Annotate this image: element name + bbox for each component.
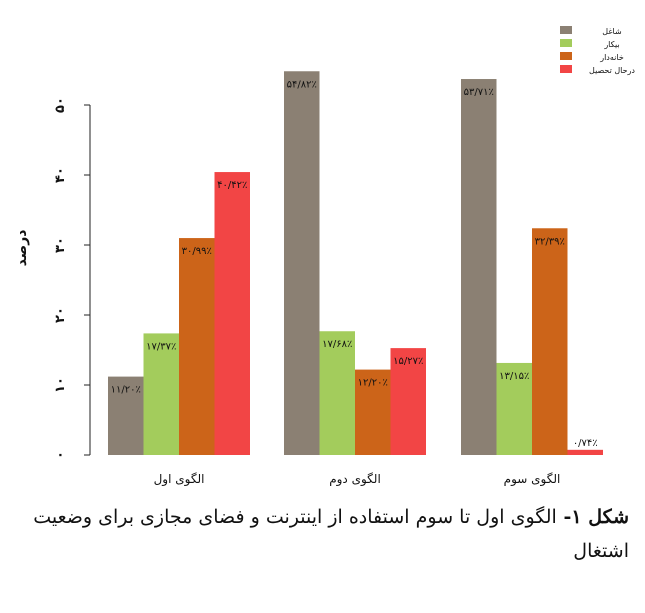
y-tick-label: ۰ xyxy=(53,451,68,459)
bar xyxy=(179,238,215,455)
bar xyxy=(355,369,391,455)
y-tick-label: ۵۰ xyxy=(53,97,68,113)
bar xyxy=(319,331,355,455)
legend-label: بیکار xyxy=(603,40,619,49)
bar xyxy=(567,449,603,455)
y-tick-label: ۱۰ xyxy=(53,377,68,393)
legend-swatch xyxy=(560,65,572,73)
y-axis-label: درصد xyxy=(14,230,30,267)
x-tick-label: الگوی دوم xyxy=(329,472,381,487)
legend-label: درحال تحصیل xyxy=(589,66,635,75)
bar-labels: ۱۱/۲۰٪ ۵۴/۸۲٪ ۵۳/۷۱٪ ۱۷/۳۷٪ ۱۷/۶۸٪ ۱۳/۱۵٪ ۳۰/۹… xyxy=(111,79,598,449)
bar-value-label: ۱۲/۲۰٪ xyxy=(358,378,388,389)
x-tick-labels: الگوی اول الگوی دوم الگوی سوم xyxy=(154,472,561,487)
bar-value-label: ۵۴/۸۲٪ xyxy=(287,79,317,90)
figure-caption: شکل ۱- الگوی اول تا سوم استفاده از اینتر… xyxy=(16,500,629,568)
x-tick-label: الگوی اول xyxy=(154,472,205,487)
bar xyxy=(390,348,426,455)
bar xyxy=(108,376,144,455)
bar xyxy=(461,79,497,455)
y-tick-label: ۴۰ xyxy=(53,167,68,183)
bar xyxy=(214,172,250,455)
bar-value-label: ۱۵/۲۷٪ xyxy=(393,356,423,367)
legend-label: خانه‌دار xyxy=(599,53,624,62)
bar-value-label: ۱۷/۶۸٪ xyxy=(322,339,352,350)
y-tick-label: ۳۰ xyxy=(53,237,68,253)
legend-swatch xyxy=(560,39,572,47)
legend-swatch xyxy=(560,52,572,60)
bar-value-label: ۱۳/۱۵٪ xyxy=(499,371,529,382)
legend: شاغل بیکار خانه‌دار درحال تحصیل xyxy=(560,26,635,75)
bar-value-label: ۴۰/۴۲٪ xyxy=(217,180,247,191)
legend-swatch xyxy=(560,26,572,34)
bar-value-label: ۰/۷۴٪ xyxy=(573,438,598,449)
figure-caption-text: الگوی اول تا سوم استفاده از اینترنت و فض… xyxy=(33,506,629,562)
bars xyxy=(108,71,603,455)
x-tick-label: الگوی سوم xyxy=(504,472,561,487)
bar-value-label: ۱۱/۲۰٪ xyxy=(111,385,141,396)
bar-value-label: ۳۲/۳۹٪ xyxy=(535,236,565,247)
bar-value-label: ۱۷/۳۷٪ xyxy=(146,341,176,352)
bar-value-label: ۵۳/۷۱٪ xyxy=(464,87,494,98)
bar-chart: ۰ ۱۰ ۲۰ ۳۰ ۴۰ ۵۰ ۱۱/۲۰٪ ۵۴/۸۲٪ ۵۳/۷۱٪ ۱۷/۳۷٪ ۱۷/۶… xyxy=(14,26,635,487)
legend-label: شاغل xyxy=(602,27,622,36)
bar xyxy=(532,228,568,455)
bar xyxy=(143,333,179,455)
figure-number: شکل ۱- xyxy=(556,506,629,528)
y-axis: ۰ ۱۰ ۲۰ ۳۰ ۴۰ ۵۰ xyxy=(53,97,91,459)
bar-value-label: ۳۰/۹۹٪ xyxy=(182,246,212,257)
bar xyxy=(284,71,320,455)
bar xyxy=(496,362,532,455)
y-tick-label: ۲۰ xyxy=(53,307,68,323)
